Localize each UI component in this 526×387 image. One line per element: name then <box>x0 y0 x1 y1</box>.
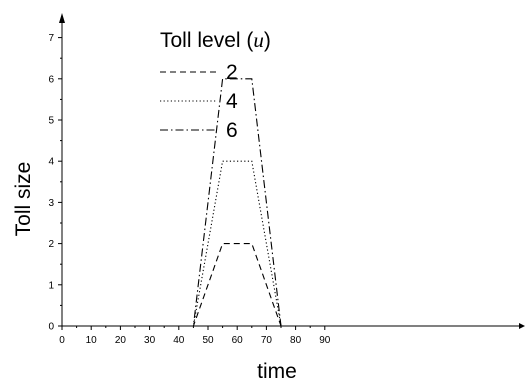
legend-title-variable: u <box>253 28 264 52</box>
x-tick-label: 30 <box>144 335 156 346</box>
y-axis-title: Toll size <box>12 162 35 237</box>
x-tick-label: 10 <box>86 335 98 346</box>
legend-label-2: 2 <box>226 61 238 84</box>
x-axis-arrow <box>519 323 525 329</box>
x-tick-label: 60 <box>232 335 244 346</box>
series-lines <box>62 78 340 327</box>
y-tick-label: 4 <box>48 157 54 168</box>
x-tick-label: 90 <box>319 335 331 346</box>
ticks: 0 10 20 30 40 50 60 70 80 90 0 1 2 3 4 5 6 7 <box>48 33 330 346</box>
y-tick-label: 0 <box>48 322 54 333</box>
y-tick-label: 3 <box>48 198 54 209</box>
x-tick-label: 20 <box>115 335 127 346</box>
series-line-4 <box>62 160 340 327</box>
legend-label-4: 4 <box>226 90 238 113</box>
y-tick-label: 6 <box>48 74 54 85</box>
x-tick-label: 80 <box>290 335 302 346</box>
x-tick-label: 40 <box>173 335 185 346</box>
legend: Toll level (u) 2 4 6 <box>160 28 271 142</box>
y-tick-label: 7 <box>48 33 54 44</box>
axes <box>59 13 525 329</box>
legend-title-suffix: ) <box>264 29 271 52</box>
y-axis-arrow <box>59 13 65 23</box>
y-tick-label: 2 <box>48 239 54 250</box>
y-tick-label: 5 <box>48 116 54 127</box>
legend-title-prefix: Toll level ( <box>160 29 253 52</box>
legend-title: Toll level (u) <box>160 28 271 52</box>
x-tick-label: 50 <box>202 335 214 346</box>
x-axis-title: time <box>257 360 297 383</box>
x-tick-label: 70 <box>261 335 273 346</box>
x-tick-label: 0 <box>59 335 65 346</box>
series-line-6 <box>62 78 340 327</box>
legend-label-6: 6 <box>226 119 238 142</box>
y-tick-label: 1 <box>48 280 54 291</box>
